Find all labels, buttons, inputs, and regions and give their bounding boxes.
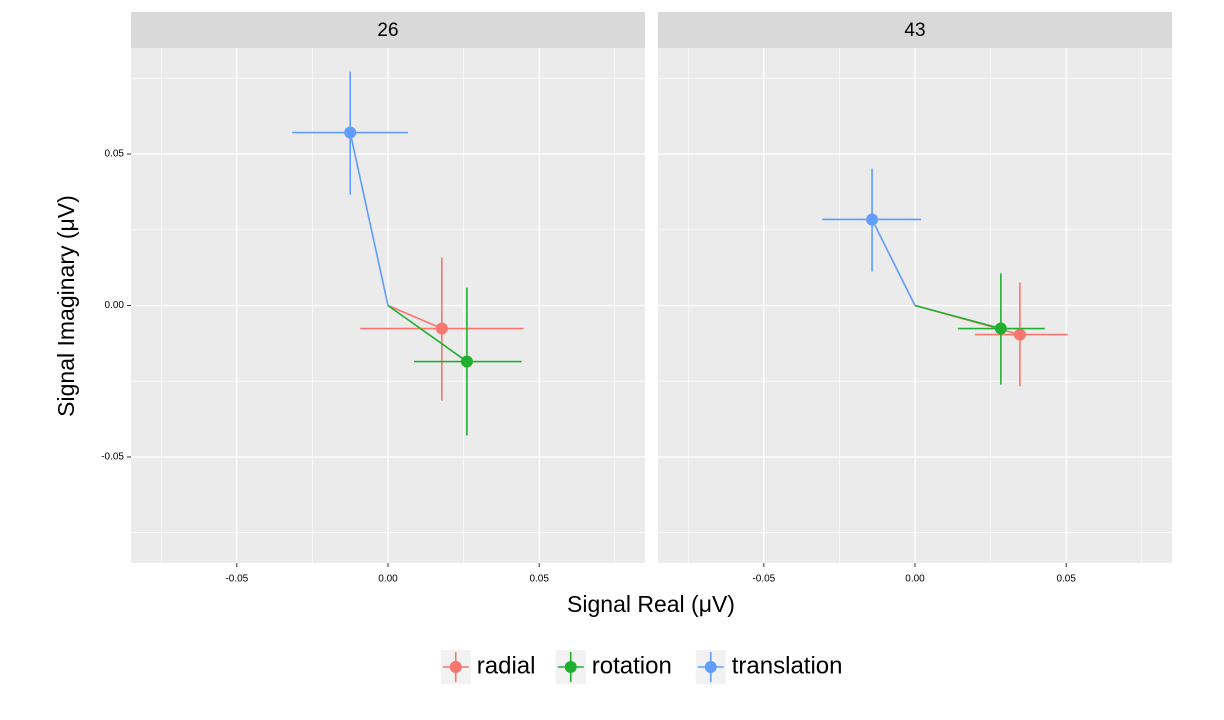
x-tick-label: -0.05 [225,574,248,585]
point [344,126,357,139]
x-axis-label: Signal Real (μV) [567,591,735,617]
legend-label: translation [732,652,843,679]
segment [349,132,389,306]
x-tick-label: 0.00 [905,574,925,585]
legend-label: radial [477,652,536,679]
y-tick-label: -0.05 [101,452,124,463]
x-tick-label: 0.05 [529,574,549,585]
legend-label: rotation [592,652,672,679]
legend-key-point [449,661,462,673]
legend-key-point [704,661,717,673]
facet-label: 43 [904,20,925,41]
segment [387,304,443,330]
segment [914,304,1002,330]
point [435,322,448,335]
legend-key-point [564,661,577,673]
segment [387,304,468,363]
point [1013,328,1026,341]
point [866,213,879,226]
y-tick-label: 0.00 [105,300,125,311]
point [994,322,1007,335]
point [460,355,473,368]
segment [871,219,916,306]
x-tick-label: -0.05 [752,574,775,585]
facet-label: 26 [377,20,398,41]
y-axis-label: Signal Imaginary (μV) [53,195,79,417]
strip [131,12,645,48]
x-tick-label: 0.00 [378,574,398,585]
strip [658,12,1172,48]
y-tick-label: 0.05 [105,149,125,160]
x-tick-label: 0.05 [1056,574,1076,585]
